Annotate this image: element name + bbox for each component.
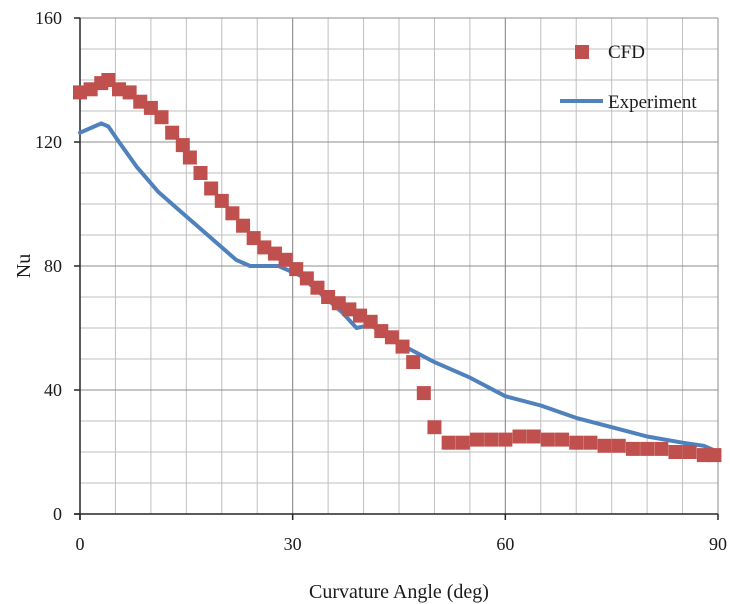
cfd-data-point (299, 271, 314, 286)
cfd-data-point (246, 231, 261, 246)
cfd-data-point (441, 435, 456, 450)
cfd-data-point (257, 240, 272, 255)
cfd-data-point (707, 448, 722, 463)
cfd-data-point (73, 85, 87, 100)
y-tick-label: 0 (53, 504, 62, 524)
cfd-data-point (611, 438, 626, 453)
cfd-data-point (682, 445, 697, 459)
legend-cfd-marker (575, 45, 589, 59)
cfd-data-point (133, 94, 148, 109)
cfd-data-point (597, 438, 612, 453)
cfd-data-point (225, 206, 240, 221)
cfd-data-point (555, 432, 570, 447)
cfd-data-point (498, 432, 513, 447)
legend: CFD Experiment (560, 42, 697, 113)
x-tick-label: 90 (709, 534, 727, 554)
cfd-data-point (278, 252, 293, 267)
legend-experiment-label: Experiment (608, 92, 697, 113)
series-layer (73, 73, 722, 463)
axis-layer: 0 30 60 90 0 40 80 120 160 (35, 8, 727, 554)
cfd-data-point (696, 448, 711, 463)
legend-cfd-label: CFD (608, 42, 645, 63)
cfd-data-point (569, 435, 584, 450)
cfd-data-point (331, 296, 346, 311)
cfd-data-point (289, 262, 304, 277)
x-axis-title: Curvature Angle (deg) (309, 581, 489, 603)
y-axis-title: Nu (13, 254, 35, 278)
x-tick-label: 60 (496, 534, 514, 554)
cfd-data-point (540, 432, 555, 447)
cfd-data-point (83, 82, 98, 97)
cfd-data-point (455, 435, 470, 450)
cfd-data-point (374, 324, 389, 339)
cfd-data-point (406, 355, 421, 370)
cfd-data-point (267, 246, 282, 261)
cfd-data-point (310, 280, 325, 295)
cfd-data-point (625, 441, 640, 456)
cfd-data-point (182, 150, 197, 165)
cfd-data-point (654, 441, 669, 456)
cfd-data-point (384, 330, 399, 345)
cfd-data-point (111, 82, 126, 97)
cfd-data-point (204, 181, 219, 196)
cfd-data-point (363, 314, 378, 329)
cfd-data-point (101, 73, 116, 87)
cfd-data-point (321, 290, 336, 304)
cfd-data-point (165, 125, 180, 140)
cfd-data-point (395, 339, 410, 354)
cfd-data-point (236, 218, 251, 233)
cfd-data-point (193, 166, 208, 180)
cfd-data-point (469, 432, 484, 447)
cfd-data-point (143, 100, 158, 115)
cfd-data-point (484, 432, 499, 447)
cfd-data-point (668, 445, 683, 459)
cfd-data-point (122, 85, 137, 100)
cfd-data-point (416, 386, 431, 401)
y-tick-label: 120 (35, 132, 62, 152)
grid-layer (79, 17, 719, 515)
cfd-data-point (353, 308, 368, 323)
x-tick-label: 0 (76, 534, 85, 554)
cfd-data-point (214, 193, 229, 208)
cfd-data-point (512, 429, 527, 444)
cfd-data-point (640, 441, 655, 456)
cfd-data-point (342, 302, 357, 317)
cfd-data-point (427, 420, 442, 435)
y-tick-label: 160 (35, 8, 62, 28)
x-tick-label: 30 (284, 534, 302, 554)
cfd-data-point (154, 110, 169, 125)
cfd-data-point (175, 138, 190, 153)
y-tick-label: 80 (44, 256, 62, 276)
cfd-data-point (526, 429, 541, 444)
cfd-data-point (583, 435, 598, 450)
y-tick-label: 40 (44, 380, 62, 400)
